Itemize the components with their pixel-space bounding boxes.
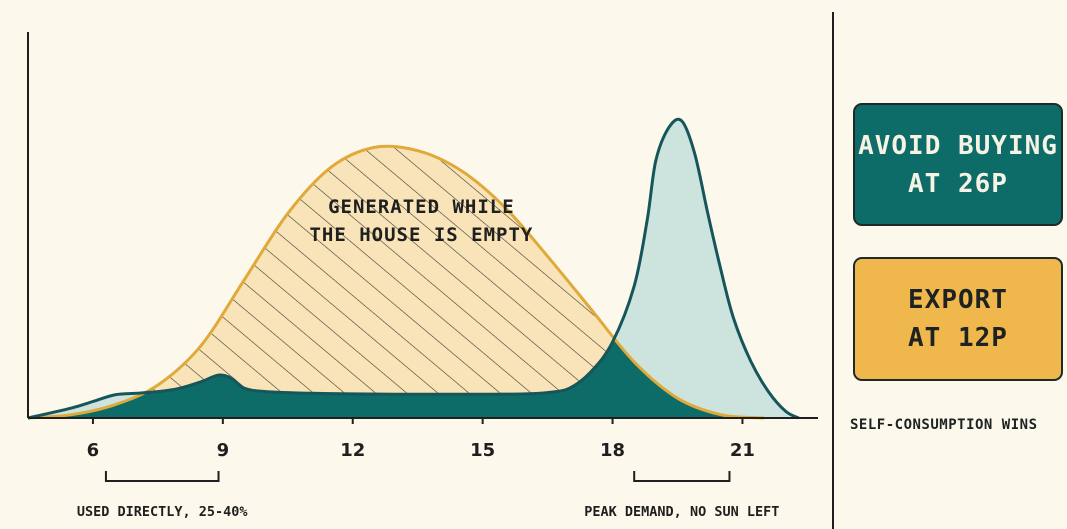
x-tick-label: 9 [217, 440, 230, 461]
range-annotation: PEAK DEMAND, NO SUN LEFT [584, 504, 779, 520]
x-tick-label: 21 [730, 440, 755, 461]
panel-divider [832, 12, 834, 529]
x-tick-label: 15 [470, 440, 495, 461]
household-demand-area [28, 119, 799, 418]
x-tick-label: 6 [87, 440, 100, 461]
x-tick-label: 18 [600, 440, 625, 461]
export-line-1: EXPORT [908, 285, 1008, 315]
self-consumption-label: SELF-CONSUMPTION WINS [850, 417, 1038, 433]
avoid-buying-line-1: AVOID BUYING [858, 130, 1058, 161]
range-bracket [104, 471, 220, 482]
surplus-annotation-line: GENERATED WHILE [328, 196, 515, 218]
range-annotation: USED DIRECTLY, 25-40% [77, 504, 249, 520]
export-line-2: AT 12P [908, 323, 1008, 353]
household-demand-line [27, 117, 800, 420]
surplus-annotation-line: THE HOUSE IS EMPTY [309, 224, 533, 246]
solar-surplus-hatch [28, 146, 765, 418]
avoid-buying-line-2: AT 26P [908, 168, 1008, 199]
avoid-buying-card: AVOID BUYING AT 26P [853, 103, 1063, 226]
range-bracket [633, 471, 731, 482]
export-card: EXPORT AT 12P [853, 257, 1063, 381]
solar-demand-chart: 6 9 12 15 18 21 GENERATED WHILE THE HOUSE IS E… [27, 32, 818, 520]
x-tick-label: 12 [340, 440, 365, 461]
solar-generation-line [27, 144, 765, 420]
